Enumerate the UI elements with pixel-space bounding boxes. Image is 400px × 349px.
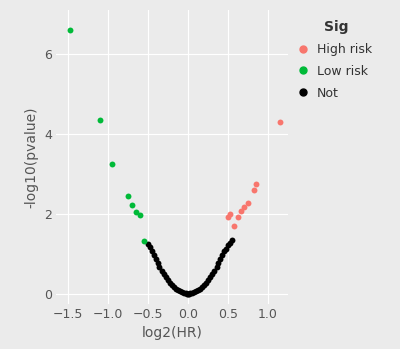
Point bbox=[166, 280, 173, 286]
Point bbox=[245, 200, 251, 206]
Point bbox=[178, 290, 185, 295]
Point bbox=[165, 277, 171, 283]
Point bbox=[125, 193, 131, 199]
Point bbox=[187, 291, 194, 296]
Point bbox=[222, 246, 229, 251]
Point bbox=[154, 260, 161, 266]
Point bbox=[205, 277, 211, 283]
Point bbox=[174, 288, 181, 293]
Point bbox=[226, 240, 233, 245]
Point bbox=[201, 282, 207, 288]
Point bbox=[221, 248, 227, 254]
Point bbox=[191, 290, 198, 295]
Point bbox=[184, 291, 190, 296]
Point bbox=[209, 271, 215, 277]
Point bbox=[145, 241, 151, 247]
Point bbox=[195, 288, 202, 293]
Point bbox=[158, 268, 165, 273]
Point bbox=[189, 290, 195, 296]
Point bbox=[153, 256, 159, 262]
Point bbox=[199, 284, 206, 290]
Point bbox=[215, 261, 222, 266]
Point bbox=[241, 204, 247, 209]
Point bbox=[141, 238, 147, 244]
Point bbox=[227, 211, 234, 217]
X-axis label: log2(HR): log2(HR) bbox=[142, 326, 202, 340]
Y-axis label: -log10(pvalue): -log10(pvalue) bbox=[24, 106, 38, 208]
Point bbox=[137, 212, 143, 217]
Point bbox=[169, 282, 175, 288]
Point bbox=[277, 119, 283, 125]
Point bbox=[211, 268, 218, 273]
Point bbox=[193, 289, 199, 294]
Point bbox=[231, 223, 238, 229]
Point bbox=[203, 280, 210, 286]
Point bbox=[129, 202, 135, 208]
Point bbox=[207, 275, 214, 280]
Point bbox=[109, 161, 115, 167]
Point bbox=[214, 264, 220, 269]
Point bbox=[225, 214, 231, 220]
Point bbox=[229, 237, 235, 243]
Point bbox=[177, 289, 183, 294]
Point bbox=[97, 117, 103, 123]
Point bbox=[234, 214, 241, 220]
Point bbox=[253, 181, 259, 187]
Point bbox=[149, 248, 155, 254]
Point bbox=[225, 242, 231, 248]
Point bbox=[156, 264, 162, 269]
Point bbox=[250, 187, 257, 193]
Point bbox=[219, 252, 226, 258]
Point bbox=[161, 271, 167, 277]
Point bbox=[133, 209, 139, 215]
Point bbox=[173, 286, 179, 292]
Point bbox=[238, 208, 244, 214]
Point bbox=[150, 252, 157, 258]
Point bbox=[146, 245, 153, 250]
Point bbox=[185, 291, 191, 296]
Point bbox=[197, 286, 203, 292]
Point bbox=[181, 290, 187, 296]
Legend: High risk, Low risk, Not: High risk, Low risk, Not bbox=[296, 17, 376, 103]
Point bbox=[186, 291, 192, 296]
Point bbox=[162, 275, 169, 280]
Point bbox=[170, 284, 177, 290]
Point bbox=[217, 256, 223, 262]
Point bbox=[182, 291, 189, 296]
Point bbox=[66, 28, 73, 33]
